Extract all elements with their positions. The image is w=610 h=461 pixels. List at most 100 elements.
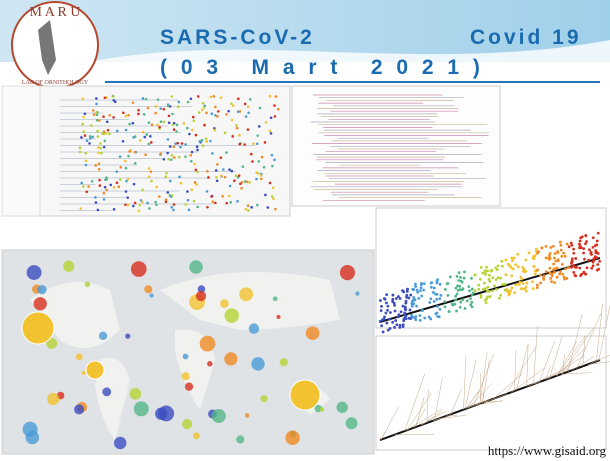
- decor: [247, 204, 250, 207]
- decor: [259, 107, 262, 110]
- decor: [104, 96, 107, 99]
- decor: [385, 293, 388, 296]
- decor: [394, 310, 397, 313]
- decor: [433, 300, 436, 303]
- decor: [470, 301, 473, 304]
- decor: [553, 267, 556, 270]
- decor: [484, 271, 487, 274]
- decor: [22, 312, 54, 344]
- decor: [504, 259, 507, 262]
- decor: [258, 125, 261, 128]
- decor: [256, 134, 259, 137]
- decor: [196, 145, 199, 148]
- decor: [150, 180, 153, 183]
- decor: [186, 190, 189, 193]
- decor: [225, 202, 228, 205]
- decor: [84, 152, 87, 155]
- decor: [481, 272, 484, 275]
- decor: [380, 309, 383, 312]
- decor: [127, 114, 130, 117]
- decor: [579, 236, 582, 239]
- decor: [264, 141, 267, 144]
- decor: [270, 116, 273, 119]
- decor: [191, 151, 194, 154]
- decor: [170, 95, 173, 98]
- decor: [132, 122, 135, 125]
- decor: [216, 115, 219, 118]
- decor: [482, 288, 485, 291]
- decor: [402, 290, 405, 293]
- decor: [97, 209, 100, 212]
- decor: [189, 260, 202, 273]
- decor: [125, 129, 128, 132]
- decor: [550, 272, 553, 275]
- decor: [167, 105, 170, 108]
- decor: [214, 106, 217, 109]
- decor: [170, 158, 173, 161]
- decor: [105, 132, 108, 135]
- decor: [154, 112, 157, 115]
- decor: [247, 111, 250, 114]
- decor: [115, 170, 118, 173]
- decor: [568, 245, 571, 248]
- decor: [508, 264, 511, 267]
- decor: [245, 115, 248, 118]
- decor: [516, 253, 519, 256]
- decor: [510, 287, 513, 290]
- decor: [233, 179, 236, 182]
- decor: [232, 104, 235, 107]
- decor: [458, 271, 461, 274]
- decor: [194, 181, 197, 184]
- decor: [414, 283, 417, 286]
- decor: [562, 252, 565, 255]
- decor: [487, 286, 490, 289]
- decor: [392, 294, 395, 297]
- decor: [85, 190, 88, 193]
- decor: [454, 287, 457, 290]
- decor: [434, 312, 437, 315]
- decor: [420, 283, 423, 286]
- decor: [462, 287, 465, 290]
- decor: [521, 266, 524, 269]
- decor: [446, 282, 449, 285]
- decor: [82, 97, 85, 100]
- decor: [177, 105, 180, 108]
- decor: [184, 143, 187, 146]
- decor: [536, 286, 539, 289]
- decor: [107, 129, 110, 132]
- decor: [414, 298, 417, 301]
- decor: [273, 159, 276, 162]
- decor: [255, 171, 258, 174]
- decor: [477, 284, 480, 287]
- decor: [457, 279, 460, 282]
- decor: [561, 263, 564, 266]
- decor: [134, 202, 137, 205]
- decor: [228, 195, 231, 198]
- decor: [395, 297, 398, 300]
- decor: [160, 120, 163, 123]
- decor: [583, 271, 586, 274]
- decor: [127, 204, 130, 207]
- logo-subtitle: LAB OF ORNITHOLOGY: [22, 80, 89, 86]
- decor: [188, 133, 191, 136]
- decor: [137, 109, 140, 112]
- decor: [461, 298, 464, 301]
- decor: [397, 315, 400, 318]
- decor: [404, 308, 407, 311]
- decor: [532, 287, 535, 290]
- decor: [182, 419, 192, 429]
- decor: [158, 126, 161, 129]
- decor: [134, 135, 137, 138]
- decor: [258, 160, 261, 163]
- decor: [172, 209, 175, 212]
- decor: [166, 152, 169, 155]
- decor: [436, 293, 439, 296]
- decor: [155, 105, 158, 108]
- decor: [456, 275, 459, 278]
- decor: [410, 315, 413, 318]
- decor: [213, 95, 216, 98]
- decor: [405, 294, 408, 297]
- decor: [517, 265, 520, 268]
- decor: [130, 388, 142, 400]
- decor: [306, 326, 320, 340]
